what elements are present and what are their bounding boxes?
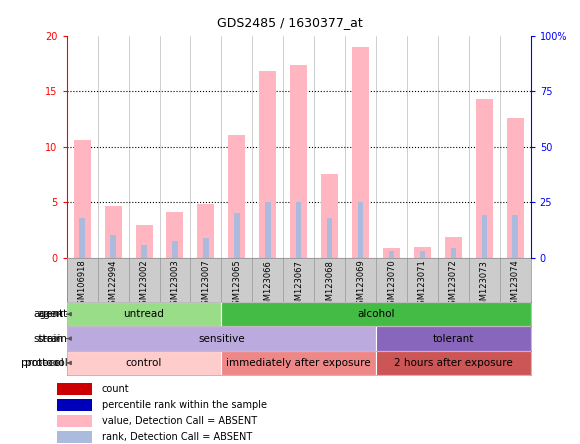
Text: agent: agent [34,309,64,319]
Bar [67,326,376,351]
Bar [67,351,222,375]
Bar [352,47,369,258]
Bar [57,416,92,427]
Text: strain: strain [37,333,67,344]
Bar [327,218,332,258]
Text: GSM123069: GSM123069 [356,260,365,310]
Bar [507,118,524,258]
Bar [136,226,153,258]
Bar [259,71,276,258]
Bar [142,246,147,258]
Bar [57,400,92,411]
Bar [290,66,307,258]
Text: GSM123066: GSM123066 [263,260,272,311]
Bar [476,99,493,258]
Text: GSM123072: GSM123072 [449,260,458,310]
Text: value, Detection Call = ABSENT: value, Detection Call = ABSENT [102,416,257,426]
Text: sensitive: sensitive [198,333,245,344]
Bar [389,251,394,258]
Text: control: control [126,358,162,368]
Bar [166,212,183,258]
Text: GSM123003: GSM123003 [171,260,179,310]
Bar [296,202,302,258]
Bar [321,174,338,258]
Bar [513,215,518,258]
Text: 2 hours after exposure: 2 hours after exposure [394,358,513,368]
Bar [414,247,431,258]
Text: protocol: protocol [24,358,67,368]
Bar [451,248,456,258]
Text: GSM123074: GSM123074 [511,260,520,310]
Text: protocol: protocol [21,358,64,368]
Bar [79,218,85,258]
Bar [197,204,215,258]
Bar [376,326,531,351]
Bar [229,135,245,258]
Text: GSM123070: GSM123070 [387,260,396,310]
Bar [172,241,177,258]
Bar [203,238,209,258]
Bar [265,202,270,258]
Bar [57,384,92,396]
Text: tolerant: tolerant [433,333,474,344]
Text: immediately after exposure: immediately after exposure [226,358,371,368]
Text: agent: agent [37,309,67,319]
Text: untread: untread [124,309,165,319]
Bar [234,213,240,258]
Text: GSM123002: GSM123002 [140,260,148,310]
Bar [222,351,376,375]
Text: GSM123007: GSM123007 [201,260,211,310]
Text: GDS2485 / 1630377_at: GDS2485 / 1630377_at [217,16,363,28]
Text: rank, Detection Call = ABSENT: rank, Detection Call = ABSENT [102,432,252,442]
Text: GSM123065: GSM123065 [233,260,241,310]
Bar [481,215,487,258]
Text: GSM123068: GSM123068 [325,260,334,311]
Text: GSM122994: GSM122994 [108,260,118,310]
Bar [74,140,90,258]
Text: GSM106918: GSM106918 [78,260,86,310]
Bar [67,302,222,326]
Text: GSM123067: GSM123067 [294,260,303,311]
Text: count: count [102,385,129,394]
Text: alcohol: alcohol [357,309,395,319]
Bar [383,248,400,258]
Text: GSM123071: GSM123071 [418,260,427,310]
Bar [104,206,122,258]
Text: percentile rank within the sample: percentile rank within the sample [102,400,267,410]
Bar [445,237,462,258]
Bar [57,432,92,443]
Bar [358,202,363,258]
Bar [110,235,116,258]
Text: strain: strain [34,333,64,344]
Bar [376,351,531,375]
Bar [222,302,531,326]
Bar [420,251,425,258]
Text: GSM123073: GSM123073 [480,260,489,311]
